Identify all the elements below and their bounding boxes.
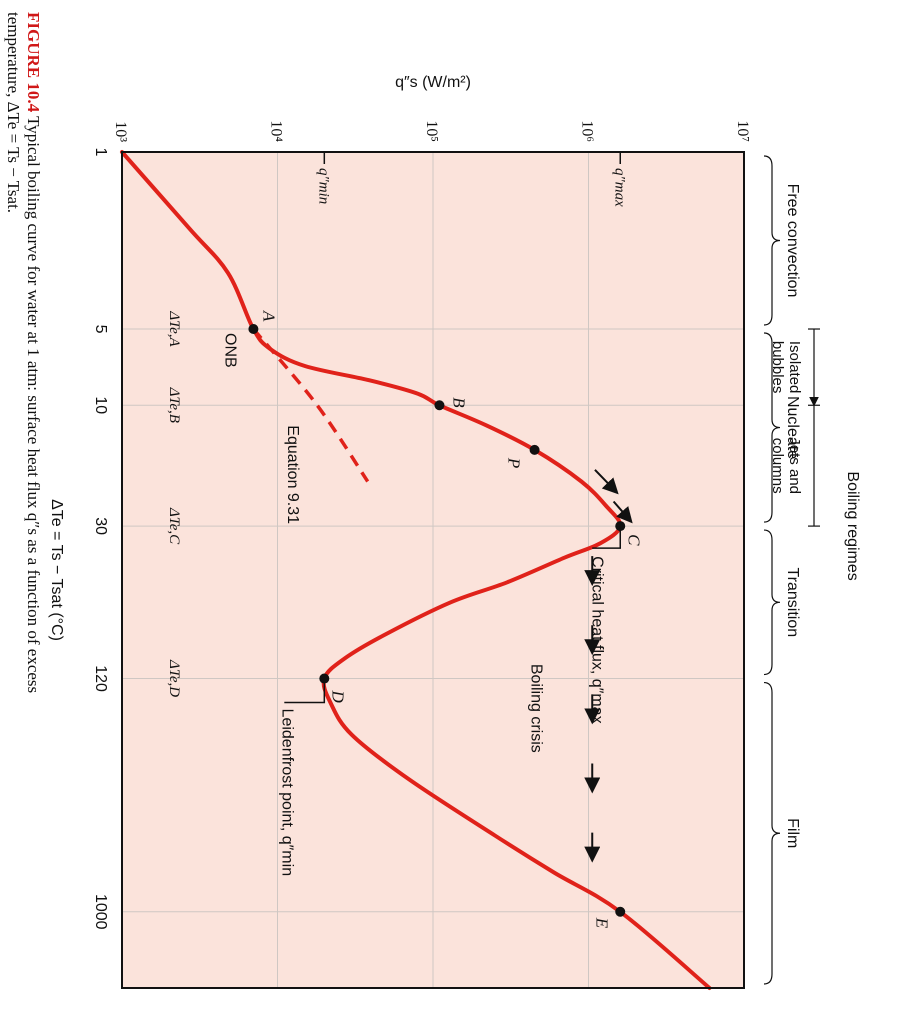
y-tick-label: 10³: [112, 121, 129, 142]
caption-line: FIGURE 10.4 Typical boiling curve for wa…: [24, 12, 43, 693]
x-mark-label: ΔTe,A: [166, 310, 182, 347]
x-tick-label: 1: [92, 148, 109, 157]
caption-line: temperature, ΔTe = Ts − Tsat.: [4, 12, 23, 213]
point-label: E: [592, 917, 611, 929]
figure-caption: FIGURE 10.4 Typical boiling curve for wa…: [4, 12, 43, 693]
y-mark-label: q″max: [611, 168, 627, 207]
point-label: C: [624, 534, 643, 546]
leidenfrost-callout-line: [284, 678, 326, 704]
rotated-chart: A B P C D E 1 5 10 30 120 1000 10³ 10⁴ 10⁵ 10⁶ 10⁷ ΔTe =…: [48, 74, 861, 990]
x-tick-label: 120: [92, 665, 109, 692]
caption-figure-label: FIGURE 10.4: [24, 12, 43, 113]
y-tick-label: 10⁶: [579, 120, 596, 142]
regime-bracket: [763, 681, 781, 985]
sub-regime-label-line: columns: [769, 438, 786, 494]
onb-label: ONB: [221, 333, 238, 368]
sub-regime-label: Jets andcolumns: [769, 437, 803, 494]
data-points: A B P C D E: [248, 310, 643, 929]
x-tick-label: 30: [92, 517, 109, 535]
regime-bracket: [763, 332, 781, 523]
caption-line-text: Typical boiling curve for water at 1 atm…: [24, 112, 43, 693]
flow-arrow: [612, 500, 633, 524]
regime-label: Free convection: [784, 184, 801, 298]
chf-callout-line: [592, 526, 621, 549]
plot-border: [121, 151, 745, 989]
boiling-curve-line: [120, 150, 712, 990]
y-axis-label: q″s (W/m²): [395, 74, 471, 91]
regime-label: Nucleate: [784, 396, 801, 459]
sub-regime-label-line: Jets and: [786, 437, 803, 494]
equation-label: Equation 9.31: [284, 425, 301, 524]
y-tick-label: 10⁵: [423, 120, 440, 142]
data-point: [248, 324, 259, 335]
regime-label: Transition: [784, 567, 801, 637]
flow-arrow: [594, 469, 619, 495]
chf-label: Critical heat flux, q″max: [588, 556, 605, 724]
flow-arrows: [584, 469, 633, 863]
regime-label: Film: [784, 818, 801, 848]
x-axis-label: ΔTe = Ts − Tsat (°C): [48, 499, 65, 641]
data-point: [615, 906, 626, 917]
x-mark-label: ΔTe,C: [166, 507, 182, 545]
boiling-regimes: Free convection Nucleate Transition Film Boi…: [763, 155, 861, 985]
y-mark-label: q″min: [315, 168, 331, 204]
boiling-crisis-label: Boiling crisis: [528, 664, 545, 753]
dashed-series-line: [252, 327, 370, 483]
sub-regime-label-line: Isolated: [786, 341, 803, 394]
x-mark-label: ΔTe,D: [166, 659, 182, 697]
chart-labels: 1 5 10 30 120 1000 10³ 10⁴ 10⁵ 10⁶ 10⁷ ΔTe = Ts − T…: [48, 74, 751, 930]
sub-regime-label: Isolatedbubbles: [769, 341, 803, 394]
data-point: [434, 400, 445, 411]
caption-text: FIGURE 10.4 Typical boiling curve for wa…: [4, 12, 43, 693]
data-series: [120, 150, 712, 990]
leidenfrost-label: Leidenfrost point, q″min: [278, 709, 295, 877]
y-tick-label: 10⁴: [268, 120, 285, 142]
regimes-title: Boiling regimes: [844, 471, 861, 580]
x-mark-label: ΔTe,B: [166, 387, 182, 423]
x-tick-label: 1000: [92, 894, 109, 930]
point-label: B: [449, 397, 468, 408]
y-tick-label: 10⁷: [734, 120, 751, 142]
grid-lines: [122, 152, 744, 988]
x-tick-label: 5: [92, 325, 109, 334]
data-point: [529, 444, 540, 455]
sub-regime-label-line: bubbles: [769, 341, 786, 394]
point-label: A: [259, 310, 278, 322]
regime-bracket: [763, 155, 781, 326]
regime-bracket: [763, 529, 781, 676]
x-tick-label: 10: [92, 396, 109, 414]
plot-frame: [121, 151, 745, 989]
point-label: D: [328, 690, 347, 704]
point-label: P: [505, 457, 524, 468]
